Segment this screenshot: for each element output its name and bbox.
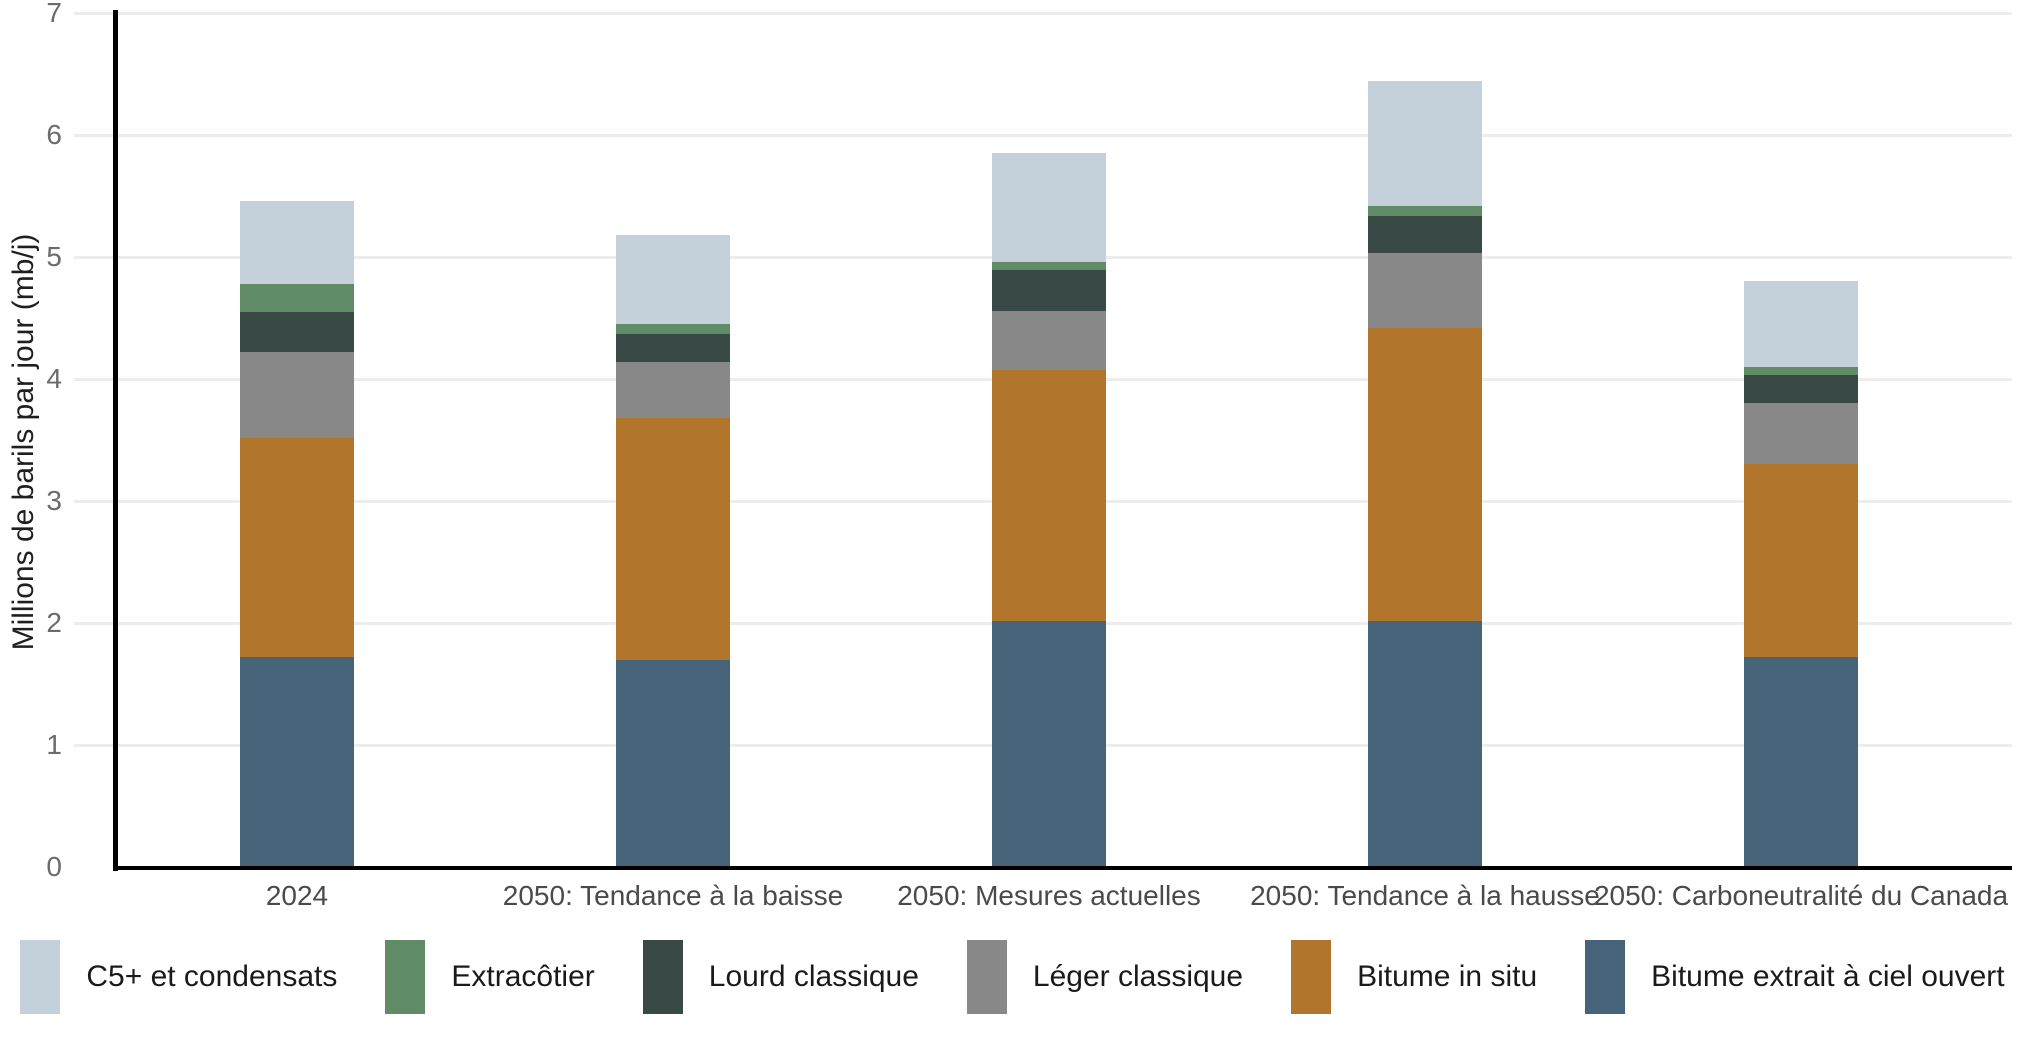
bar-segment-lourd-classique xyxy=(240,311,354,353)
bar-segment-l-ger-classique xyxy=(992,310,1106,371)
gridline-y7 xyxy=(74,12,2012,15)
bar-segment-bitume-extrait-ciel-ouvert xyxy=(616,659,730,867)
bar-segment-bitume-in-situ xyxy=(240,437,354,658)
y-tick-label: 3 xyxy=(46,485,62,516)
legend-item: Bitume extrait à ciel ouvert xyxy=(1585,940,2005,1014)
y-tick-label: 5 xyxy=(46,241,62,272)
bar-segment-lourd-classique xyxy=(1368,215,1482,254)
y-tick-label: 4 xyxy=(46,363,62,394)
bar-segment-l-ger-classique xyxy=(1744,403,1858,465)
x-axis-label: 2050: Carboneutralité du Canada xyxy=(1593,880,2009,911)
bar-segment-c5-et-condensats xyxy=(992,153,1106,262)
y-axis-line xyxy=(113,10,118,871)
bar-segment-c5-et-condensats xyxy=(1368,81,1482,206)
bar-segment-lourd-classique xyxy=(992,270,1106,311)
x-axis-label: 2050: Mesures actuelles xyxy=(897,880,1201,911)
legend-swatch-icon xyxy=(1291,940,1332,1014)
bar-segment-extrac-tier xyxy=(992,261,1106,271)
bar-segment-lourd-classique xyxy=(1744,375,1858,404)
legend-label: Lourd classique xyxy=(708,960,919,993)
legend-swatch-icon xyxy=(20,940,61,1014)
bar-segment-bitume-extrait-ciel-ouvert xyxy=(240,657,354,867)
y-tick-label: 1 xyxy=(46,729,62,760)
bar-segment-l-ger-classique xyxy=(240,352,354,438)
bar-segment-bitume-in-situ xyxy=(616,418,730,660)
y-tick-label: 2 xyxy=(46,607,62,638)
legend-label: C5+ et condensats xyxy=(86,960,338,993)
legend-item: C5+ et condensats xyxy=(20,940,337,1014)
bar-segment-extrac-tier xyxy=(1744,366,1858,376)
gridline-y6 xyxy=(74,134,2012,137)
bar-segment-l-ger-classique xyxy=(1368,253,1482,328)
bar-segment-c5-et-condensats xyxy=(240,200,354,284)
y-tick-label: 7 xyxy=(46,0,62,28)
bar-segment-bitume-in-situ xyxy=(1744,464,1858,658)
bar-segment-l-ger-classique xyxy=(616,361,730,419)
legend-item: Léger classique xyxy=(966,940,1244,1014)
bar-segment-bitume-in-situ xyxy=(992,370,1106,621)
bar-segment-bitume-extrait-ciel-ouvert xyxy=(1368,620,1482,867)
legend-swatch-icon xyxy=(966,940,1007,1014)
legend-swatch-icon xyxy=(385,940,426,1014)
bar-segment-extrac-tier xyxy=(616,324,730,334)
y-tick-label: 6 xyxy=(46,119,62,150)
legend-swatch-icon xyxy=(642,940,683,1014)
bar-segment-lourd-classique xyxy=(616,333,730,362)
bar-segment-bitume-extrait-ciel-ouvert xyxy=(1744,657,1858,867)
legend-swatch-icon xyxy=(1585,940,1626,1014)
legend-item: Lourd classique xyxy=(642,940,919,1014)
bar-segment-bitume-extrait-ciel-ouvert xyxy=(992,620,1106,867)
x-axis-label: 2050: Tendance à la baisse xyxy=(502,880,844,911)
bar-segment-c5-et-condensats xyxy=(616,235,730,325)
x-axis-label: 2050: Tendance à la hausse xyxy=(1250,880,1600,911)
legend: C5+ et condensats Extracôtier Lourd classi… xyxy=(0,940,2025,1014)
y-axis-title: Millions de barils par jour (mb/j) xyxy=(7,233,40,651)
bar-segment-c5-et-condensats xyxy=(1744,281,1858,367)
bar-segment-extrac-tier xyxy=(240,283,354,312)
bar-segment-bitume-in-situ xyxy=(1368,327,1482,621)
legend-label: Extracôtier xyxy=(451,960,595,993)
y-tick-label: 0 xyxy=(46,851,62,882)
legend-label: Léger classique xyxy=(1032,960,1244,993)
x-axis-line xyxy=(113,866,2012,870)
x-axis-label: 2024 xyxy=(265,880,329,911)
legend-item: Extracôtier xyxy=(385,940,595,1014)
legend-item: Bitume in situ xyxy=(1291,940,1537,1014)
legend-label: Bitume extrait à ciel ouvert xyxy=(1651,960,2005,993)
legend-label: Bitume in situ xyxy=(1357,960,1538,993)
bar-segment-extrac-tier xyxy=(1368,205,1482,216)
